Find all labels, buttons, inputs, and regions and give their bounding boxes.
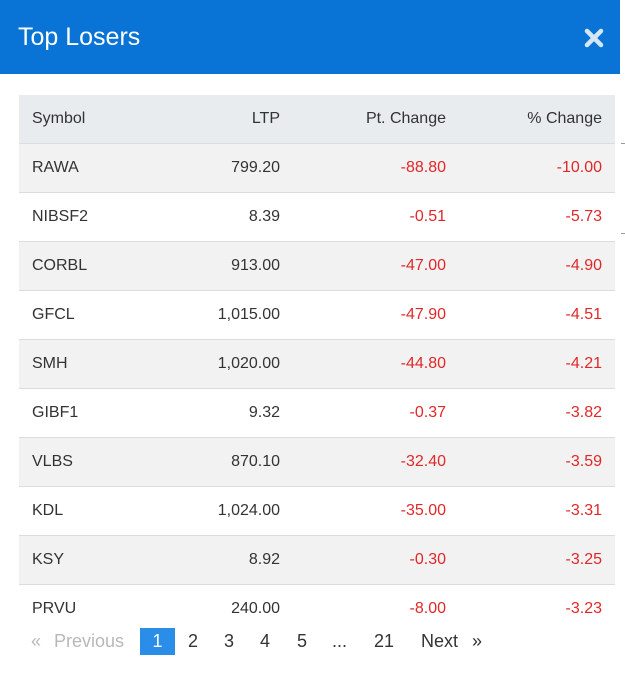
pt-change-cell: -0.51 (280, 192, 446, 242)
pct-change-cell: -3.59 (446, 437, 615, 487)
page-button-2[interactable]: 2 (188, 631, 199, 651)
ltp-cell: 799.20 (172, 143, 280, 193)
pagination-ellipsis: ... (332, 631, 348, 651)
table-row[interactable]: NIBSF2 8.39 -0.51 -5.73 (19, 192, 615, 242)
pt-change-cell: -32.40 (280, 437, 446, 487)
page-button-3[interactable]: 3 (224, 631, 235, 651)
pt-change-cell: -35.00 (280, 486, 446, 536)
previous-arrow: « (31, 631, 42, 651)
dialog-title: Top Losers (18, 23, 141, 51)
symbol-cell[interactable]: SMH (19, 339, 172, 389)
pct-change-cell: -5.73 (446, 192, 615, 242)
column-header-pt-change[interactable]: Pt. Change (280, 95, 446, 144)
edge-tick (621, 143, 625, 144)
ltp-cell: 913.00 (172, 241, 280, 291)
page-button-1[interactable]: 1 (140, 628, 175, 655)
column-header-symbol[interactable]: Symbol (19, 95, 172, 144)
symbol-cell[interactable]: VLBS (19, 437, 172, 487)
pct-change-cell: -3.25 (446, 535, 615, 585)
table-row[interactable]: GIBF1 9.32 -0.37 -3.82 (19, 388, 615, 438)
symbol-cell[interactable]: PRVU (32, 599, 77, 617)
close-icon (584, 28, 604, 48)
pct-change-cell: -4.51 (446, 290, 615, 340)
symbol-cell[interactable]: KDL (19, 486, 172, 536)
ltp-cell: 9.32 (172, 388, 280, 438)
column-header-ltp[interactable]: LTP (172, 95, 280, 144)
pct-change-cell: -10.00 (446, 143, 615, 193)
pt-change-cell: -47.90 (280, 290, 446, 340)
page-button-5[interactable]: 5 (297, 631, 308, 651)
pt-change-cell: -88.80 (280, 143, 446, 193)
pct-change-cell: -4.90 (446, 241, 615, 291)
top-losers-table: Symbol LTP Pt. Change % Change RAWA 799.… (19, 95, 615, 633)
symbol-cell[interactable]: GIBF1 (19, 388, 172, 438)
pt-change-cell: -44.80 (280, 339, 446, 389)
table-header-row: Symbol LTP Pt. Change % Change (19, 95, 615, 144)
pct-change-cell: -3.82 (446, 388, 615, 438)
ltp-cell: 1,015.00 (172, 290, 280, 340)
close-button[interactable] (580, 22, 608, 52)
symbol-cell[interactable]: GFCL (19, 290, 172, 340)
page-button-4[interactable]: 4 (260, 631, 271, 651)
table-row[interactable]: RAWA 799.20 -88.80 -10.00 (19, 143, 615, 193)
table-row[interactable]: SMH 1,020.00 -44.80 -4.21 (19, 339, 615, 389)
pt-change-cell: -0.37 (280, 388, 446, 438)
pct-change-cell: -3.23 (565, 599, 602, 617)
table-row[interactable]: GFCL 1,015.00 -47.90 -4.51 (19, 290, 615, 340)
page-button-21[interactable]: 21 (374, 631, 395, 651)
symbol-cell[interactable]: NIBSF2 (19, 192, 172, 242)
column-header-pct-change[interactable]: % Change (446, 95, 615, 144)
table-row[interactable]: VLBS 870.10 -32.40 -3.59 (19, 437, 615, 487)
dialog-header: Top Losers (0, 0, 620, 74)
ltp-cell: 1,020.00 (172, 339, 280, 389)
symbol-cell[interactable]: RAWA (19, 143, 172, 193)
pt-change-cell: -0.30 (280, 535, 446, 585)
table-row[interactable]: PRVU 240.00 -8.00 -3.23 (19, 584, 615, 633)
page-edge (620, 0, 625, 695)
table-row[interactable]: KSY 8.92 -0.30 -3.25 (19, 535, 615, 585)
table-row[interactable]: CORBL 913.00 -47.00 -4.90 (19, 241, 615, 291)
ltp-cell: 870.10 (172, 437, 280, 487)
ltp-cell: 8.92 (172, 535, 280, 585)
symbol-cell[interactable]: CORBL (19, 241, 172, 291)
previous-button: Previous (54, 631, 125, 651)
pt-change-cell: -8.00 (409, 599, 446, 617)
symbol-cell[interactable]: KSY (19, 535, 172, 585)
ltp-cell: 1,024.00 (172, 486, 280, 536)
table-row[interactable]: KDL 1,024.00 -35.00 -3.31 (19, 486, 615, 536)
next-arrow[interactable]: » (472, 631, 483, 651)
pct-change-cell: -4.21 (446, 339, 615, 389)
next-button[interactable]: Next (421, 631, 459, 651)
ltp-cell: 8.39 (172, 192, 280, 242)
pt-change-cell: -47.00 (280, 241, 446, 291)
pct-change-cell: -3.31 (446, 486, 615, 536)
ltp-cell: 240.00 (231, 599, 280, 617)
edge-tick (621, 233, 625, 234)
